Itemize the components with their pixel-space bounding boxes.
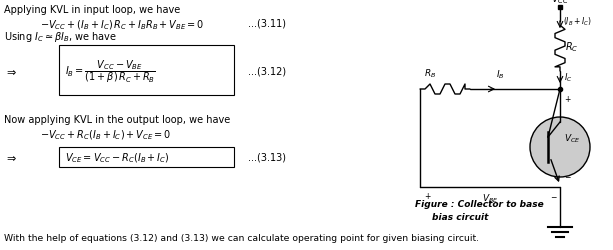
Text: $-$: $-$	[564, 170, 572, 179]
Text: $\Rightarrow$: $\Rightarrow$	[4, 67, 17, 77]
Text: ...(3.11): ...(3.11)	[248, 18, 286, 28]
Bar	[59, 148, 234, 167]
Text: $\Rightarrow$: $\Rightarrow$	[4, 152, 17, 162]
Text: $I_B$: $I_B$	[496, 68, 504, 81]
Circle shape	[530, 118, 590, 177]
Text: $V_{CE}$: $V_{CE}$	[564, 132, 581, 145]
Text: ...(3.12): ...(3.12)	[248, 67, 286, 77]
Text: $+$: $+$	[564, 94, 571, 104]
Text: $V_{CE} = V_{CC} - R_C(I_B + I_C)$: $V_{CE} = V_{CC} - R_C(I_B + I_C)$	[65, 150, 170, 164]
Text: $+$: $+$	[424, 190, 432, 200]
Text: $R_C$: $R_C$	[565, 40, 579, 54]
Text: Applying KVL in input loop, we have: Applying KVL in input loop, we have	[4, 5, 180, 15]
Text: $R_B$: $R_B$	[424, 67, 436, 80]
Text: Using $I_C \simeq \beta I_B$, we have: Using $I_C \simeq \beta I_B$, we have	[4, 30, 117, 44]
Text: Now applying KVL in the output loop, we have: Now applying KVL in the output loop, we …	[4, 114, 230, 124]
Text: $-V_{CC} + R_C(I_B + I_C) + V_{CE} = 0$: $-V_{CC} + R_C(I_B + I_C) + V_{CE} = 0$	[40, 128, 172, 141]
Text: With the help of equations (3.12) and (3.13) we can calculate operating point fo: With the help of equations (3.12) and (3…	[4, 233, 479, 242]
Text: ...(3.13): ...(3.13)	[248, 152, 286, 162]
Text: $V_{CC}$: $V_{CC}$	[551, 0, 569, 6]
Text: $V_{BE}$: $V_{BE}$	[482, 192, 498, 205]
Text: $-$: $-$	[550, 190, 558, 199]
Text: bias circuit: bias circuit	[432, 212, 489, 221]
Text: $-V_{CC} + (I_B + I_C)\, R_C + I_B R_B + V_{BE} = 0$: $-V_{CC} + (I_B + I_C)\, R_C + I_B R_B +…	[40, 18, 204, 32]
Text: $(I_B + I_C)$: $(I_B + I_C)$	[563, 16, 592, 28]
Text: $I_B = \dfrac{V_{CC} - V_{BE}}{(1+\beta)\, R_C + R_B}$: $I_B = \dfrac{V_{CC} - V_{BE}}{(1+\beta)…	[65, 58, 156, 85]
Bar	[59, 46, 234, 96]
Text: $I_C$: $I_C$	[564, 72, 573, 84]
Text: Figure : Collector to base: Figure : Collector to base	[415, 199, 544, 208]
